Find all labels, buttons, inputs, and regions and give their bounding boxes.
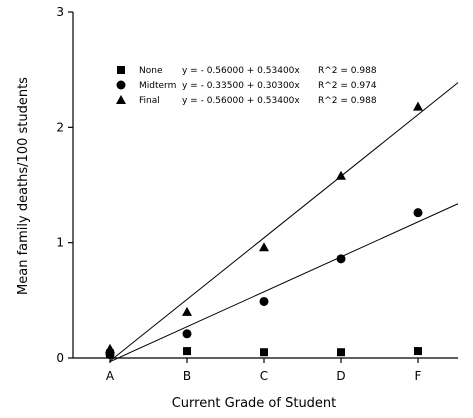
data-points — [105, 101, 423, 360]
point-final — [413, 101, 423, 111]
legend: None y = - 0.56000 + 0.53400x R^2 = 0.988 M… — [116, 66, 377, 106]
legend-equation: y = - 0.56000 + 0.53400x — [182, 96, 300, 106]
y-ticks: 0 1 2 3 — [56, 5, 73, 365]
legend-marker-final — [116, 95, 126, 104]
y-tick-label: 0 — [56, 351, 64, 365]
point-final — [259, 242, 269, 252]
legend-marker-midterm — [116, 80, 126, 90]
fit-line-final — [109, 82, 459, 362]
x-tick-label: F — [415, 369, 422, 383]
legend-label: Final — [139, 96, 160, 106]
legend-r2: R^2 = 0.988 — [318, 66, 377, 76]
point-none — [183, 347, 191, 356]
point-final — [182, 306, 192, 316]
point-midterm — [336, 254, 346, 264]
legend-equation: y = - 0.56000 + 0.53400x — [182, 66, 300, 76]
y-tick-label: 3 — [56, 5, 64, 19]
x-tick-label: D — [336, 369, 345, 383]
point-midterm — [182, 329, 192, 339]
legend-label: None — [139, 66, 163, 76]
x-tick-label: A — [106, 369, 115, 383]
x-tick-label: C — [260, 369, 268, 383]
point-midterm — [259, 296, 269, 306]
point-final — [336, 170, 346, 180]
point-none — [260, 348, 268, 357]
fit-lines — [109, 82, 459, 363]
y-tick-label: 2 — [56, 120, 64, 134]
legend-r2: R^2 = 0.974 — [318, 81, 377, 91]
point-none — [414, 347, 422, 356]
fit-line-midterm — [109, 203, 459, 363]
legend-label: Midterm — [139, 81, 176, 91]
legend-equation: y = - 0.33500 + 0.30300x — [182, 81, 300, 91]
y-axis-title: Mean family deaths/100 students — [16, 77, 31, 295]
x-tick-label: B — [183, 369, 191, 383]
point-none — [337, 348, 345, 357]
point-midterm — [413, 208, 423, 218]
point-final — [105, 343, 115, 353]
legend-marker-none — [117, 66, 125, 74]
y-tick-label: 1 — [56, 236, 64, 250]
x-axis-title: Current Grade of Student — [172, 396, 337, 411]
axes — [72, 12, 458, 359]
legend-r2: R^2 = 0.988 — [318, 96, 377, 106]
